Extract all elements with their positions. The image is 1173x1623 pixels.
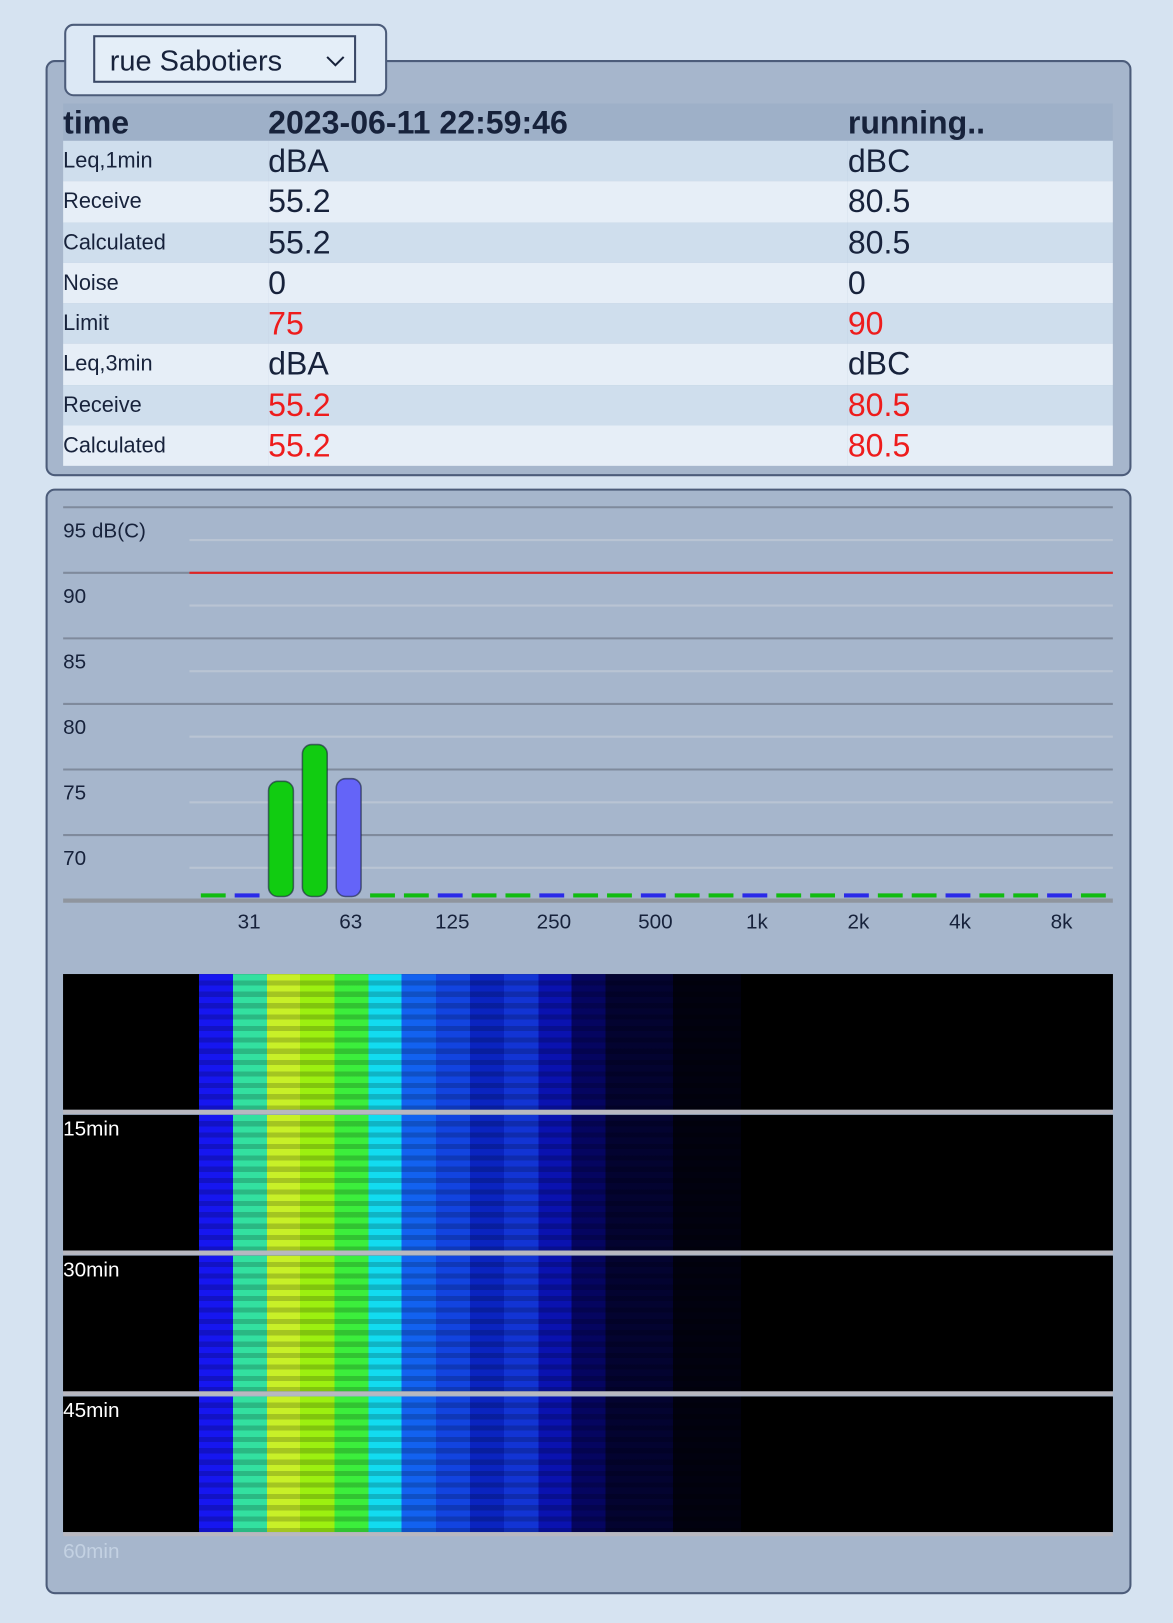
table-cell: 90 <box>847 303 1113 344</box>
table-cell: 80.5 <box>847 384 1113 426</box>
table-row: Receive 55.2 80.5 <box>63 384 1113 426</box>
table-cell: dBC <box>847 343 1113 385</box>
spectrogram-block <box>63 974 1113 1110</box>
bar <box>301 743 329 898</box>
table-cell: 55.2 <box>268 425 848 466</box>
header-cell: 2023-06-11 22:59:46 <box>268 103 848 141</box>
table-cell: Receive <box>63 384 269 426</box>
table-cell: Noise <box>63 262 269 304</box>
time-label: 15min <box>63 1118 120 1141</box>
x-tick-label: 8k <box>1051 911 1074 934</box>
header-cell: time <box>63 103 269 141</box>
table-cell: 75 <box>268 303 848 344</box>
table-cell: 0 <box>847 262 1113 304</box>
table-row: Calculated 55.2 80.5 <box>63 222 1113 263</box>
table-cell: dBA <box>268 343 848 385</box>
separator <box>63 1532 1113 1537</box>
y-tick-label: 70 <box>63 847 86 870</box>
chevron <box>326 56 345 67</box>
location-label: rue Sabotiers <box>109 44 283 77</box>
x-tick-label: 2k <box>848 911 871 934</box>
table-cell: Leq,1min <box>63 140 269 182</box>
table-cell: 80.5 <box>847 222 1113 263</box>
time-label: 30min <box>63 1258 120 1282</box>
table-cell: 55.2 <box>268 222 848 263</box>
x-tick-label: 1k <box>746 911 769 934</box>
x-tick-label: 500 <box>638 911 673 934</box>
table-row: Leq,1min dBA dBC <box>63 140 1113 182</box>
header-cell: running.. <box>847 103 1113 141</box>
stats-table: time 2023-06-11 22:59:46 running.. Leq,1min… <box>63 103 1113 466</box>
x-tick-label: 63 <box>339 911 362 934</box>
table-cell: Leq,3min <box>63 343 269 385</box>
x-tick-label: 125 <box>435 911 470 934</box>
time-label: 45min <box>63 1399 120 1423</box>
y-tick-label: 95 dB(C) <box>63 519 146 542</box>
table-cell: 80.5 <box>847 181 1113 223</box>
x-tick-label: 250 <box>537 911 572 934</box>
spectrogram-block <box>63 1114 1113 1251</box>
table-cell: Receive <box>63 181 269 223</box>
bar <box>335 777 362 898</box>
table-cell: Calculated <box>63 222 269 263</box>
x-tick-label: 4k <box>949 911 972 934</box>
location-tab: rue Sabotiers <box>64 23 388 97</box>
bar <box>267 780 295 898</box>
spectrogram-block <box>63 1255 1113 1392</box>
table-cell: dBA <box>268 140 848 182</box>
table-cell: 55.2 <box>268 181 848 223</box>
table-row: Leq,3min dBA dBC <box>63 343 1113 385</box>
table-row: Receive 55.2 80.5 <box>63 181 1113 223</box>
y-tick-label: 75 <box>63 782 86 805</box>
table-cell: 55.2 <box>268 384 848 426</box>
spectrogram-block <box>63 1396 1113 1533</box>
separator <box>63 1391 1113 1396</box>
table-cell: Limit <box>63 303 269 344</box>
y-tick-label: 80 <box>63 716 86 739</box>
location-select[interactable]: rue Sabotiers <box>93 35 357 83</box>
table-cell: 80.5 <box>847 425 1113 466</box>
y-tick-label: 85 <box>63 650 86 673</box>
time-label: 60min <box>63 1540 120 1564</box>
header-row: time 2023-06-11 22:59:46 running.. <box>63 103 1113 141</box>
table-row: Calculated 55.2 80.5 <box>63 425 1113 466</box>
table-row: Limit 75 90 <box>63 303 1113 344</box>
y-tick-label: 90 <box>63 585 86 608</box>
x-tick-label: 31 <box>238 911 261 934</box>
table-cell: Calculated <box>63 425 269 466</box>
spectrum-chart: 95 dB(C) 90 85 80 75 70 31 63 125 250 500 1k 2k 4k 8k <box>63 506 1113 934</box>
table-cell: 0 <box>268 262 848 304</box>
table-cell: dBC <box>847 140 1113 182</box>
separator <box>63 1250 1113 1255</box>
table-row: Noise 0 0 <box>63 262 1113 304</box>
separator <box>63 1109 1113 1114</box>
